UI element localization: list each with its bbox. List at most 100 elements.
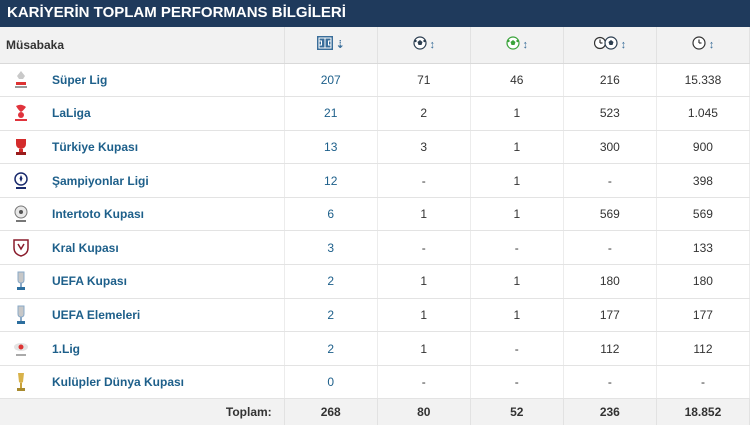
sort-icon: ↕	[429, 38, 436, 51]
appearances-link[interactable]: 21	[284, 96, 378, 131]
assists-cell: 1	[470, 298, 564, 333]
minutes-per-goal-cell: -	[563, 365, 657, 400]
sort-icon: ↕	[522, 38, 529, 51]
minutes-per-goal-cell: 300	[563, 130, 657, 165]
appearances-link[interactable]: 2	[284, 331, 378, 366]
competition-cell: Türkiye Kupası	[0, 130, 285, 165]
competition-cell: Kulüpler Dünya Kupası	[0, 365, 285, 400]
goals-icon	[412, 36, 427, 53]
total-minutes: 18.852	[656, 398, 750, 425]
minutes-cell: 398	[656, 163, 750, 198]
column-header-minutes[interactable]: ↕	[656, 27, 750, 64]
column-header-competition: Müsabaka	[0, 27, 285, 64]
appearances-link[interactable]: 12	[284, 163, 378, 198]
minutes-per-goal-cell: 177	[563, 298, 657, 333]
column-header-goals[interactable]: ↕	[377, 27, 471, 64]
goals-cell: 71	[377, 63, 471, 98]
competition-cell: UEFA Elemeleri	[0, 298, 285, 333]
minutes-per-goal-icon	[593, 36, 618, 53]
turkiye-kupasi-logo	[8, 135, 34, 159]
competition-link[interactable]: Kral Kupası	[52, 240, 119, 255]
competition-link[interactable]: Intertoto Kupası	[52, 207, 144, 222]
competition-link[interactable]: Şampiyonlar Ligi	[52, 173, 149, 188]
total-assists: 52	[470, 398, 564, 425]
minutes-per-goal-cell: 112	[563, 331, 657, 366]
sort-icon: ↕	[620, 38, 627, 51]
minutes-cell: -	[656, 365, 750, 400]
column-header-minutes-per-goal[interactable]: ↕	[563, 27, 657, 64]
goals-cell: -	[377, 163, 471, 198]
totals-label: Toplam:	[0, 398, 285, 425]
assists-cell: 1	[470, 163, 564, 198]
minutes-cell: 180	[656, 264, 750, 299]
total-minutes-per-goal: 236	[563, 398, 657, 425]
column-header-appearances[interactable]: ⇣	[284, 27, 378, 64]
kral-kupasi-logo	[8, 236, 34, 260]
sort-icon: ↕	[708, 38, 715, 51]
competition-link[interactable]: Türkiye Kupası	[52, 139, 139, 154]
table-row: Intertoto Kupası 6 1 1 569 569	[0, 197, 750, 232]
goals-cell: 1	[377, 264, 471, 299]
appearances-link[interactable]: 207	[284, 63, 378, 98]
minutes-per-goal-cell: 569	[563, 197, 657, 232]
appearances-link[interactable]: 3	[284, 230, 378, 266]
competition-link[interactable]: LaLiga	[52, 106, 91, 121]
goals-cell: 1	[377, 298, 471, 333]
appearances-link[interactable]: 2	[284, 264, 378, 299]
assists-cell: -	[470, 365, 564, 400]
goals-cell: 3	[377, 130, 471, 165]
table-row: Türkiye Kupası 13 3 1 300 900	[0, 130, 750, 165]
table-row: Kulüpler Dünya Kupası 0 - - - -	[0, 365, 750, 400]
performance-table: Müsabaka ⇣	[0, 27, 750, 425]
minutes-per-goal-cell: -	[563, 230, 657, 266]
table-row: UEFA Elemeleri 2 1 1 177 177	[0, 298, 750, 333]
minutes-per-goal-cell: 216	[563, 63, 657, 98]
minutes-per-goal-cell: 523	[563, 96, 657, 131]
column-header-assists[interactable]: ↕	[470, 27, 564, 64]
minutes-per-goal-cell: 180	[563, 264, 657, 299]
table-header-row: Müsabaka ⇣	[0, 27, 750, 64]
minutes-cell: 1.045	[656, 96, 750, 131]
assists-cell: -	[470, 331, 564, 366]
appearances-icon	[316, 36, 333, 53]
assists-cell: -	[470, 230, 564, 266]
minutes-cell: 15.338	[656, 63, 750, 98]
competition-cell: Şampiyonlar Ligi	[0, 163, 285, 198]
competition-link[interactable]: UEFA Elemeleri	[52, 307, 141, 322]
competition-link[interactable]: UEFA Kupası	[52, 274, 127, 289]
assists-cell: 1	[470, 130, 564, 165]
total-appearances: 268	[284, 398, 378, 425]
uefa-cup-logo	[8, 269, 34, 293]
minutes-cell: 112	[656, 331, 750, 366]
sort-desc-icon: ⇣	[335, 38, 345, 51]
goals-cell: -	[377, 230, 471, 266]
total-goals: 80	[377, 398, 471, 425]
assists-cell: 1	[470, 197, 564, 232]
goals-cell: 1	[377, 331, 471, 366]
competition-cell: Süper Lig	[0, 63, 285, 98]
appearances-link[interactable]: 6	[284, 197, 378, 232]
competition-link[interactable]: Kulüpler Dünya Kupası	[52, 375, 185, 390]
appearances-link[interactable]: 13	[284, 130, 378, 165]
competition-cell: LaLiga	[0, 96, 285, 131]
assists-icon	[505, 36, 520, 53]
competition-link[interactable]: Süper Lig	[52, 72, 108, 87]
super-lig-logo	[8, 68, 34, 92]
appearances-link[interactable]: 0	[284, 365, 378, 400]
goals-cell: 2	[377, 96, 471, 131]
table-row: Şampiyonlar Ligi 12 - 1 - 398	[0, 163, 750, 198]
champions-league-logo	[8, 169, 34, 193]
competition-link[interactable]: 1.Lig	[52, 341, 81, 356]
minutes-per-goal-cell: -	[563, 163, 657, 198]
goals-cell: 1	[377, 197, 471, 232]
totals-row: Toplam: 268 80 52 236 18.852	[0, 398, 750, 425]
laliga-logo	[8, 101, 34, 125]
competition-cell: UEFA Kupası	[0, 264, 285, 299]
table-row: LaLiga 21 2 1 523 1.045	[0, 96, 750, 131]
competition-cell: 1.Lig	[0, 331, 285, 366]
appearances-link[interactable]: 2	[284, 298, 378, 333]
minutes-cell: 569	[656, 197, 750, 232]
section-title: KARİYERİN TOPLAM PERFORMANS BİLGİLERİ	[0, 0, 750, 27]
minutes-cell: 133	[656, 230, 750, 266]
competition-cell: Intertoto Kupası	[0, 197, 285, 232]
